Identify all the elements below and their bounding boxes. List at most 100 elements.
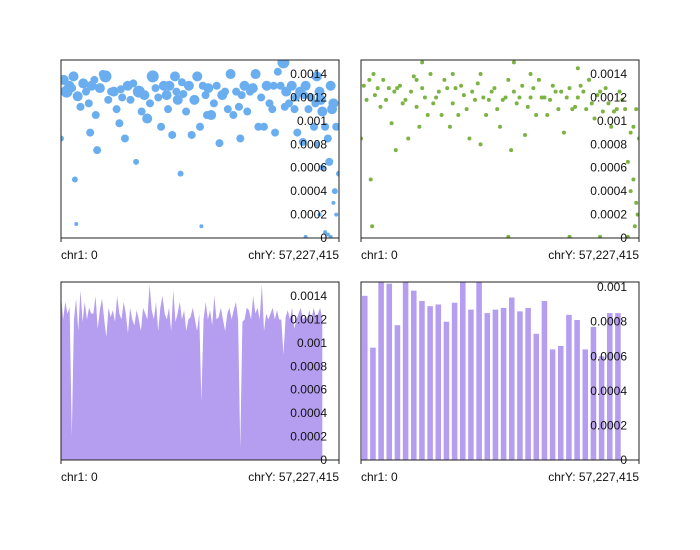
data-point	[146, 70, 159, 83]
data-point	[192, 71, 203, 82]
data-point	[434, 95, 439, 100]
data-point	[511, 89, 516, 94]
data-point	[74, 221, 79, 226]
data-point	[573, 104, 578, 109]
data-bar	[427, 306, 433, 460]
data-point	[384, 97, 389, 102]
data-point	[600, 109, 605, 114]
data-point	[257, 93, 266, 102]
data-point	[364, 97, 369, 102]
data-point	[397, 83, 402, 88]
data-point	[82, 87, 91, 96]
data-point	[273, 67, 282, 76]
data-bar	[468, 309, 474, 460]
data-point	[332, 122, 339, 131]
data-point	[154, 93, 163, 102]
data-point	[603, 86, 608, 91]
data-point	[531, 86, 536, 91]
data-bar	[508, 297, 515, 460]
x-end-label: chrY: 57,227,415	[548, 248, 639, 262]
data-point	[161, 90, 172, 101]
data-point	[271, 128, 280, 137]
data-point	[589, 101, 594, 106]
data-point	[229, 111, 238, 120]
data-point	[484, 113, 489, 118]
data-point	[325, 232, 330, 237]
data-point	[542, 95, 547, 100]
x-start-label: chr1: 0	[361, 248, 398, 262]
data-point	[104, 95, 113, 104]
data-point	[575, 95, 580, 100]
data-point	[187, 130, 196, 139]
data-point	[617, 89, 622, 94]
data-point	[456, 113, 461, 118]
data-point	[72, 91, 83, 102]
data-point	[277, 60, 290, 69]
data-point	[243, 107, 252, 116]
data-bar	[362, 295, 368, 460]
data-point	[528, 95, 533, 100]
data-point	[196, 122, 204, 131]
data-point	[392, 89, 397, 94]
data-bar	[615, 313, 621, 460]
data-point	[157, 122, 166, 131]
data-point	[400, 101, 405, 106]
data-bar	[574, 320, 580, 460]
data-point	[172, 87, 181, 96]
data-point	[486, 97, 491, 102]
data-point	[393, 148, 398, 153]
data-point	[323, 230, 328, 235]
data-point	[500, 97, 505, 102]
data-point	[411, 74, 416, 79]
data-point	[164, 80, 175, 91]
data-point	[478, 72, 483, 77]
data-point	[495, 107, 500, 112]
data-point	[442, 77, 447, 82]
data-point	[78, 78, 89, 89]
data-point	[201, 91, 210, 100]
y-tick-label: 0	[320, 231, 327, 245]
data-point	[203, 83, 214, 94]
y-tick-label: 0.0014	[290, 289, 327, 303]
data-point	[498, 124, 502, 129]
data-point	[536, 77, 541, 82]
y-tick-label: 0.0006	[590, 161, 627, 175]
y-tick-label: 0.0008	[290, 359, 327, 373]
y-tick-label: 0.0008	[590, 315, 627, 329]
plot-frame	[360, 59, 640, 239]
data-point	[598, 234, 603, 238]
data-point	[71, 176, 78, 183]
data-point	[293, 128, 302, 137]
data-point	[276, 81, 285, 90]
data-point	[528, 72, 533, 77]
data-point	[556, 107, 561, 112]
data-point	[94, 83, 105, 94]
data-point	[286, 80, 297, 91]
y-tick-label: 0.0004	[590, 184, 627, 198]
data-point	[503, 95, 508, 100]
chart-panel-1: chr1: 0 chrY: 57,227,415 0 0.0002 0.0004 0.00…	[60, 59, 340, 262]
y-tick-label: 0.001	[597, 114, 627, 128]
data-point	[422, 95, 427, 100]
data-point	[328, 98, 339, 109]
data-point	[475, 81, 480, 86]
data-point	[151, 84, 160, 93]
data-point	[145, 99, 154, 108]
data-bar	[378, 282, 384, 460]
data-point	[84, 99, 93, 108]
data-point	[378, 104, 383, 109]
data-point	[315, 94, 326, 105]
data-point	[467, 136, 472, 141]
data-point	[182, 107, 191, 116]
data-point	[331, 200, 336, 205]
data-point	[304, 105, 313, 114]
data-point	[470, 89, 475, 94]
data-bar	[598, 356, 605, 460]
data-point	[76, 102, 85, 111]
y-tick-label: 0.0008	[590, 137, 627, 151]
data-point	[417, 124, 422, 129]
data-point	[632, 224, 637, 229]
data-point	[212, 81, 221, 90]
y-tick-label: 0.0014	[290, 67, 327, 81]
data-point	[206, 110, 217, 121]
